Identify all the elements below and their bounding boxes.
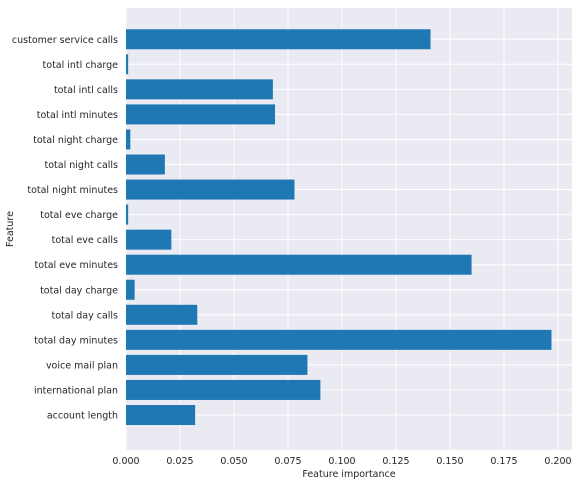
x-tick-label: 0.100 (328, 456, 355, 467)
x-tick-label: 0.175 (490, 456, 517, 467)
y-tick-label: total intl minutes (37, 110, 118, 121)
x-axis-label: Feature importance (302, 469, 395, 480)
bar-total-day-minutes (126, 329, 552, 350)
x-tick-label: 0.000 (112, 456, 139, 467)
x-tick-label: 0.075 (274, 456, 301, 467)
y-tick-label: total eve minutes (34, 260, 118, 271)
y-tick-label: total night charge (33, 135, 118, 146)
x-tick-label: 0.025 (166, 456, 193, 467)
bars (126, 29, 552, 425)
x-tick-labels: 0.000 0.025 0.050 0.075 0.100 0.125 0.150 0.175… (112, 456, 571, 467)
bar-international-plan (126, 379, 321, 400)
y-axis-label: Feature (5, 211, 16, 247)
y-tick-label: total night calls (45, 160, 119, 171)
y-tick-label: total eve charge (40, 210, 118, 221)
bar-total-intl-charge (126, 54, 129, 75)
bar-total-day-charge (126, 279, 135, 300)
y-tick-label: voice mail plan (46, 360, 118, 371)
y-tick-label: total day calls (51, 310, 118, 321)
y-tick-label: total intl calls (54, 85, 118, 96)
y-tick-label: total day charge (40, 285, 118, 296)
x-tick-label: 0.150 (436, 456, 463, 467)
y-tick-label: account length (47, 411, 118, 422)
x-tick-label: 0.125 (382, 456, 409, 467)
x-tick-label: 0.200 (544, 456, 571, 467)
y-tick-label: total intl charge (43, 60, 119, 71)
bar-total-intl-calls (126, 79, 273, 100)
y-tick-label: total night minutes (27, 185, 118, 196)
x-tick-label: 0.050 (220, 456, 247, 467)
bar-customer-service-calls (126, 29, 431, 50)
bar-total-night-calls (126, 154, 165, 175)
bar-total-eve-calls (126, 229, 172, 250)
bar-total-night-charge (126, 129, 131, 150)
y-tick-label: international plan (34, 385, 118, 396)
bar-account-length (126, 405, 196, 425)
bar-total-intl-minutes (126, 104, 276, 125)
bar-total-eve-charge (126, 204, 129, 225)
y-tick-label: total eve calls (52, 235, 118, 246)
bar-voice-mail-plan (126, 354, 308, 375)
bar-total-day-calls (126, 304, 198, 325)
y-tick-label: customer service calls (12, 35, 118, 46)
bar-total-night-minutes (126, 179, 295, 200)
y-tick-labels: account length international plan voice ma… (12, 35, 118, 422)
bar-total-eve-minutes (126, 254, 472, 275)
y-tick-label: total day minutes (34, 335, 118, 346)
